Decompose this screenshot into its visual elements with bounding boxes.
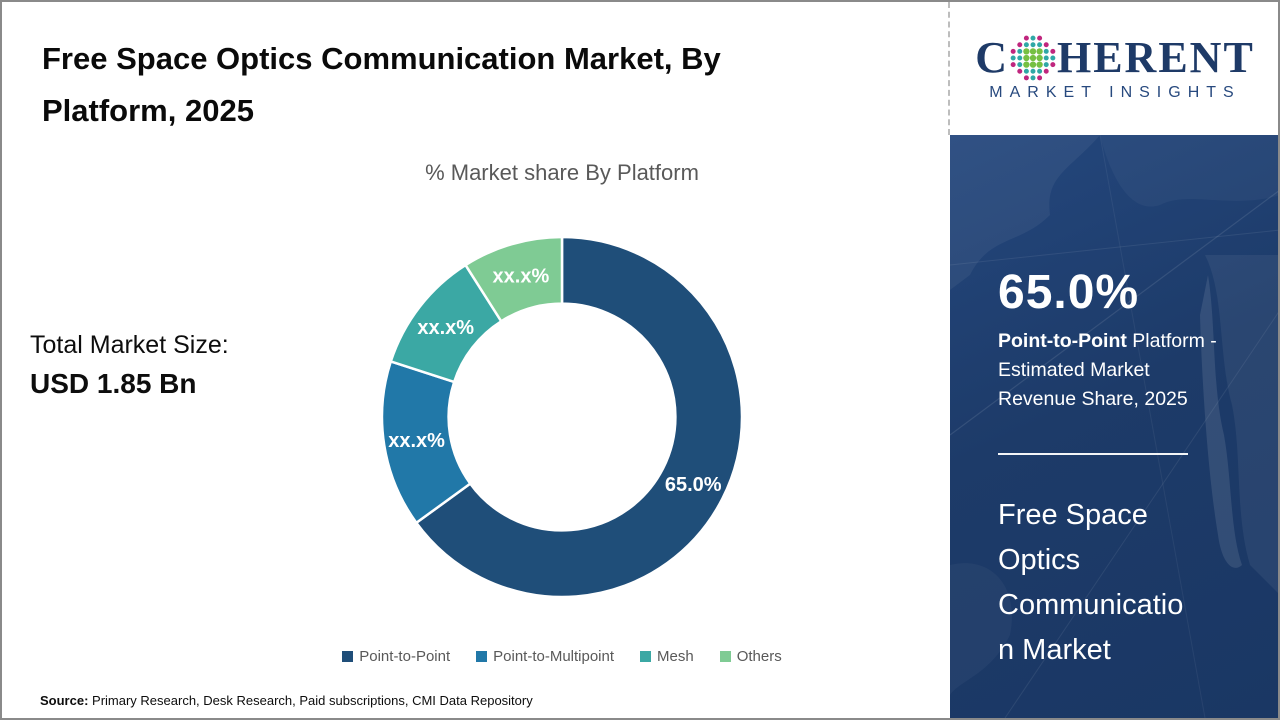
donut-chart: 65.0% xx.x% xx.x% xx.x%: [380, 235, 744, 599]
globe-dot: [1010, 48, 1016, 54]
legend-marker-icon: [719, 651, 731, 662]
legend-label: Point-to-Multipoint: [493, 648, 615, 665]
legend-item-others: Others: [719, 648, 782, 665]
globe-dot: [1037, 68, 1043, 74]
brand-tagline: MARKET INSIGHTS: [989, 84, 1241, 101]
globe-dot: [1030, 75, 1036, 81]
logo-dashed-separator: [948, 2, 950, 135]
globe-dot: [1023, 35, 1029, 41]
globe-dot: [1017, 62, 1023, 68]
globe-dot: [1050, 48, 1056, 54]
legend-marker-icon: [476, 651, 488, 662]
source-text: Primary Research, Desk Research, Paid su…: [88, 693, 533, 708]
globe-dot: [1017, 68, 1023, 74]
caption-line1-rest: Platform -: [1126, 330, 1217, 352]
globe-dot: [1036, 54, 1043, 62]
globe-dot: [1043, 62, 1049, 68]
globe-dot: [1023, 54, 1030, 62]
globe-dot: [1043, 42, 1049, 48]
globe-dot: [1023, 42, 1029, 48]
market-name-line: Optics: [998, 544, 1081, 576]
globe-dot: [1036, 61, 1043, 68]
globe-dot: [1043, 55, 1049, 61]
donut-segment-label: xx.x%: [493, 266, 550, 288]
globe-dot: [1010, 55, 1016, 61]
brand-logo: C HERENT MARKET INSIGHTS: [950, 2, 1278, 135]
brand-letter-c: C: [975, 33, 1009, 82]
legend-label: Point-to-Point: [359, 648, 451, 665]
globe-dot: [1043, 48, 1049, 54]
donut-segment-point-to-point: [415, 235, 744, 599]
globe-dot: [1023, 48, 1030, 55]
caption-line2: Estimated Market: [998, 359, 1150, 381]
caption-bold-segment: Point-to-Point: [998, 330, 1127, 352]
donut-segment-label: 65.0%: [665, 474, 722, 496]
source-note: Source: Primary Research, Desk Research,…: [40, 693, 533, 708]
globe-dot: [1010, 62, 1016, 68]
page-title: Free Space Optics Communication Market, …: [42, 33, 721, 137]
total-market-size-block: Total Market Size: USD 1.85 Bn: [30, 328, 229, 402]
brand-wordmark: C HERENT: [975, 35, 1255, 81]
page-title-line2: Platform, 2025: [42, 93, 254, 128]
caption-line1: Point-to-Point Platform -: [998, 327, 1217, 356]
legend-label: Mesh: [657, 648, 694, 665]
globe-dot: [1029, 54, 1037, 62]
market-name-line: n Market: [998, 634, 1111, 666]
globe-dot: [1029, 48, 1037, 55]
total-market-size-value: USD 1.85 Bn: [30, 368, 197, 399]
sidebar-stat-value: 65.0%: [998, 266, 1140, 319]
brand-letters-rest: HERENT: [1056, 33, 1255, 82]
donut-segment-label: xx.x%: [388, 430, 445, 452]
sidebar-stat-caption: Point-to-Point Platform - Estimated Mark…: [998, 327, 1217, 414]
legend-item-point-to-point: Point-to-Point: [342, 648, 450, 665]
globe-dot: [1037, 75, 1043, 81]
globe-dot: [1023, 61, 1030, 68]
legend-marker-icon: [342, 651, 354, 662]
globe-dot: [1017, 48, 1023, 54]
globe-dot: [1030, 42, 1036, 48]
globe-dot: [1037, 42, 1043, 48]
globe-dot: [1023, 75, 1029, 81]
chart-legend: Point-to-Point Point-to-Multipoint Mesh Oth…: [162, 648, 962, 665]
donut-segment-others: [464, 235, 564, 323]
chart-title: % Market share By Platform: [425, 160, 699, 185]
globe-dot: [1043, 68, 1049, 74]
market-name-line: Communicatio: [998, 589, 1184, 621]
globe-dot: [1030, 68, 1036, 74]
sidebar: C HERENT MARKET INSIGHTS 65.0% Poi: [950, 2, 1278, 718]
globe-dot: [1030, 35, 1036, 41]
page-title-line1: Free Space Optics Communication Market, …: [42, 41, 721, 76]
sidebar-market-name: Free Space Optics Communicatio n Market: [998, 493, 1183, 673]
legend-label: Others: [736, 648, 782, 665]
globe-dot: [1017, 55, 1023, 61]
legend-item-point-to-multipoint: Point-to-Multipoint: [476, 648, 614, 665]
globe-dot: [1037, 35, 1043, 41]
world-map-texture: [950, 135, 1278, 718]
market-name-line: Free Space: [998, 499, 1148, 531]
legend-marker-icon: [640, 651, 652, 662]
source-label: Source:: [40, 693, 89, 708]
sidebar-divider: [998, 453, 1188, 455]
total-market-size-label: Total Market Size:: [30, 331, 229, 359]
caption-line3: Revenue Share, 2025: [998, 388, 1188, 410]
sidebar-body: 65.0% Point-to-Point Platform - Estimate…: [950, 135, 1278, 718]
globe-dot: [1029, 61, 1037, 68]
globe-dot: [1050, 62, 1056, 68]
globe-dot: [1036, 48, 1043, 55]
legend-item-mesh: Mesh: [640, 648, 694, 665]
globe-dots-icon: [1010, 35, 1056, 81]
globe-dot: [1023, 68, 1029, 74]
donut-segment-label: xx.x%: [417, 317, 474, 339]
globe-dot: [1017, 42, 1023, 48]
globe-dot: [1050, 55, 1056, 61]
